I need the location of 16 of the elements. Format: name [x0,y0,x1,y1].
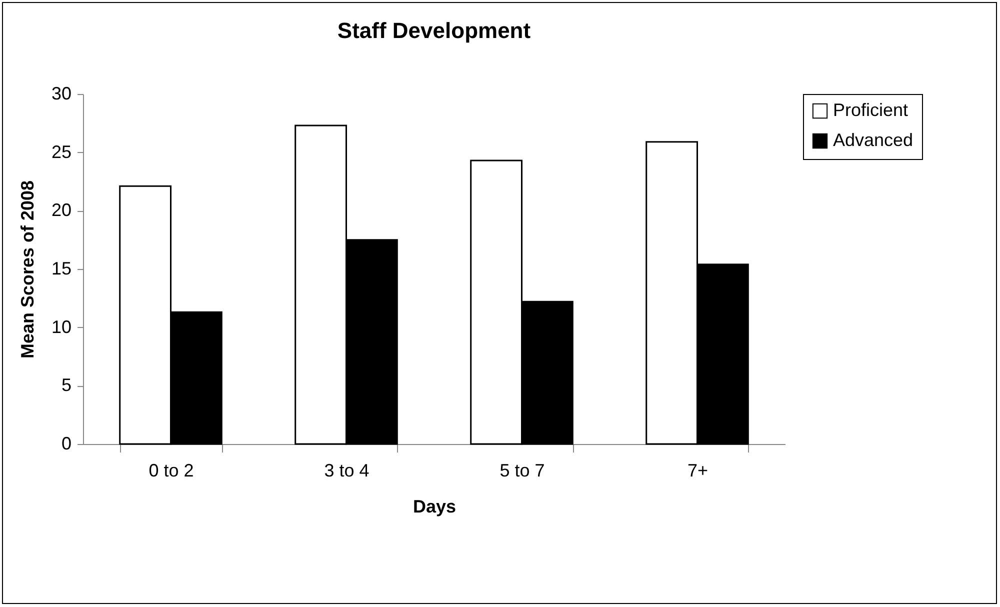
y-tick-label: 20 [51,200,72,220]
y-tick-label: 0 [61,434,72,454]
y-tick-label: 30 [51,84,72,104]
legend-label: Proficient [833,100,908,120]
y-tick-label: 10 [51,316,72,337]
x-tick-label: 7+ [687,460,708,480]
chart-title: Staff Development [337,18,532,43]
y-tick-label: 25 [51,142,72,162]
legend-label: Advanced [833,130,914,150]
x-tick-label: 3 to 4 [324,460,370,480]
y-axis-title: Mean Scores of 2008 [17,180,38,359]
x-tick-label: 0 to 2 [148,460,194,480]
x-tick-label: 5 to 7 [500,460,545,480]
x-axis-title: Days [412,496,456,516]
y-tick-label: 15 [51,258,72,278]
y-tick-label: 5 [61,375,72,396]
